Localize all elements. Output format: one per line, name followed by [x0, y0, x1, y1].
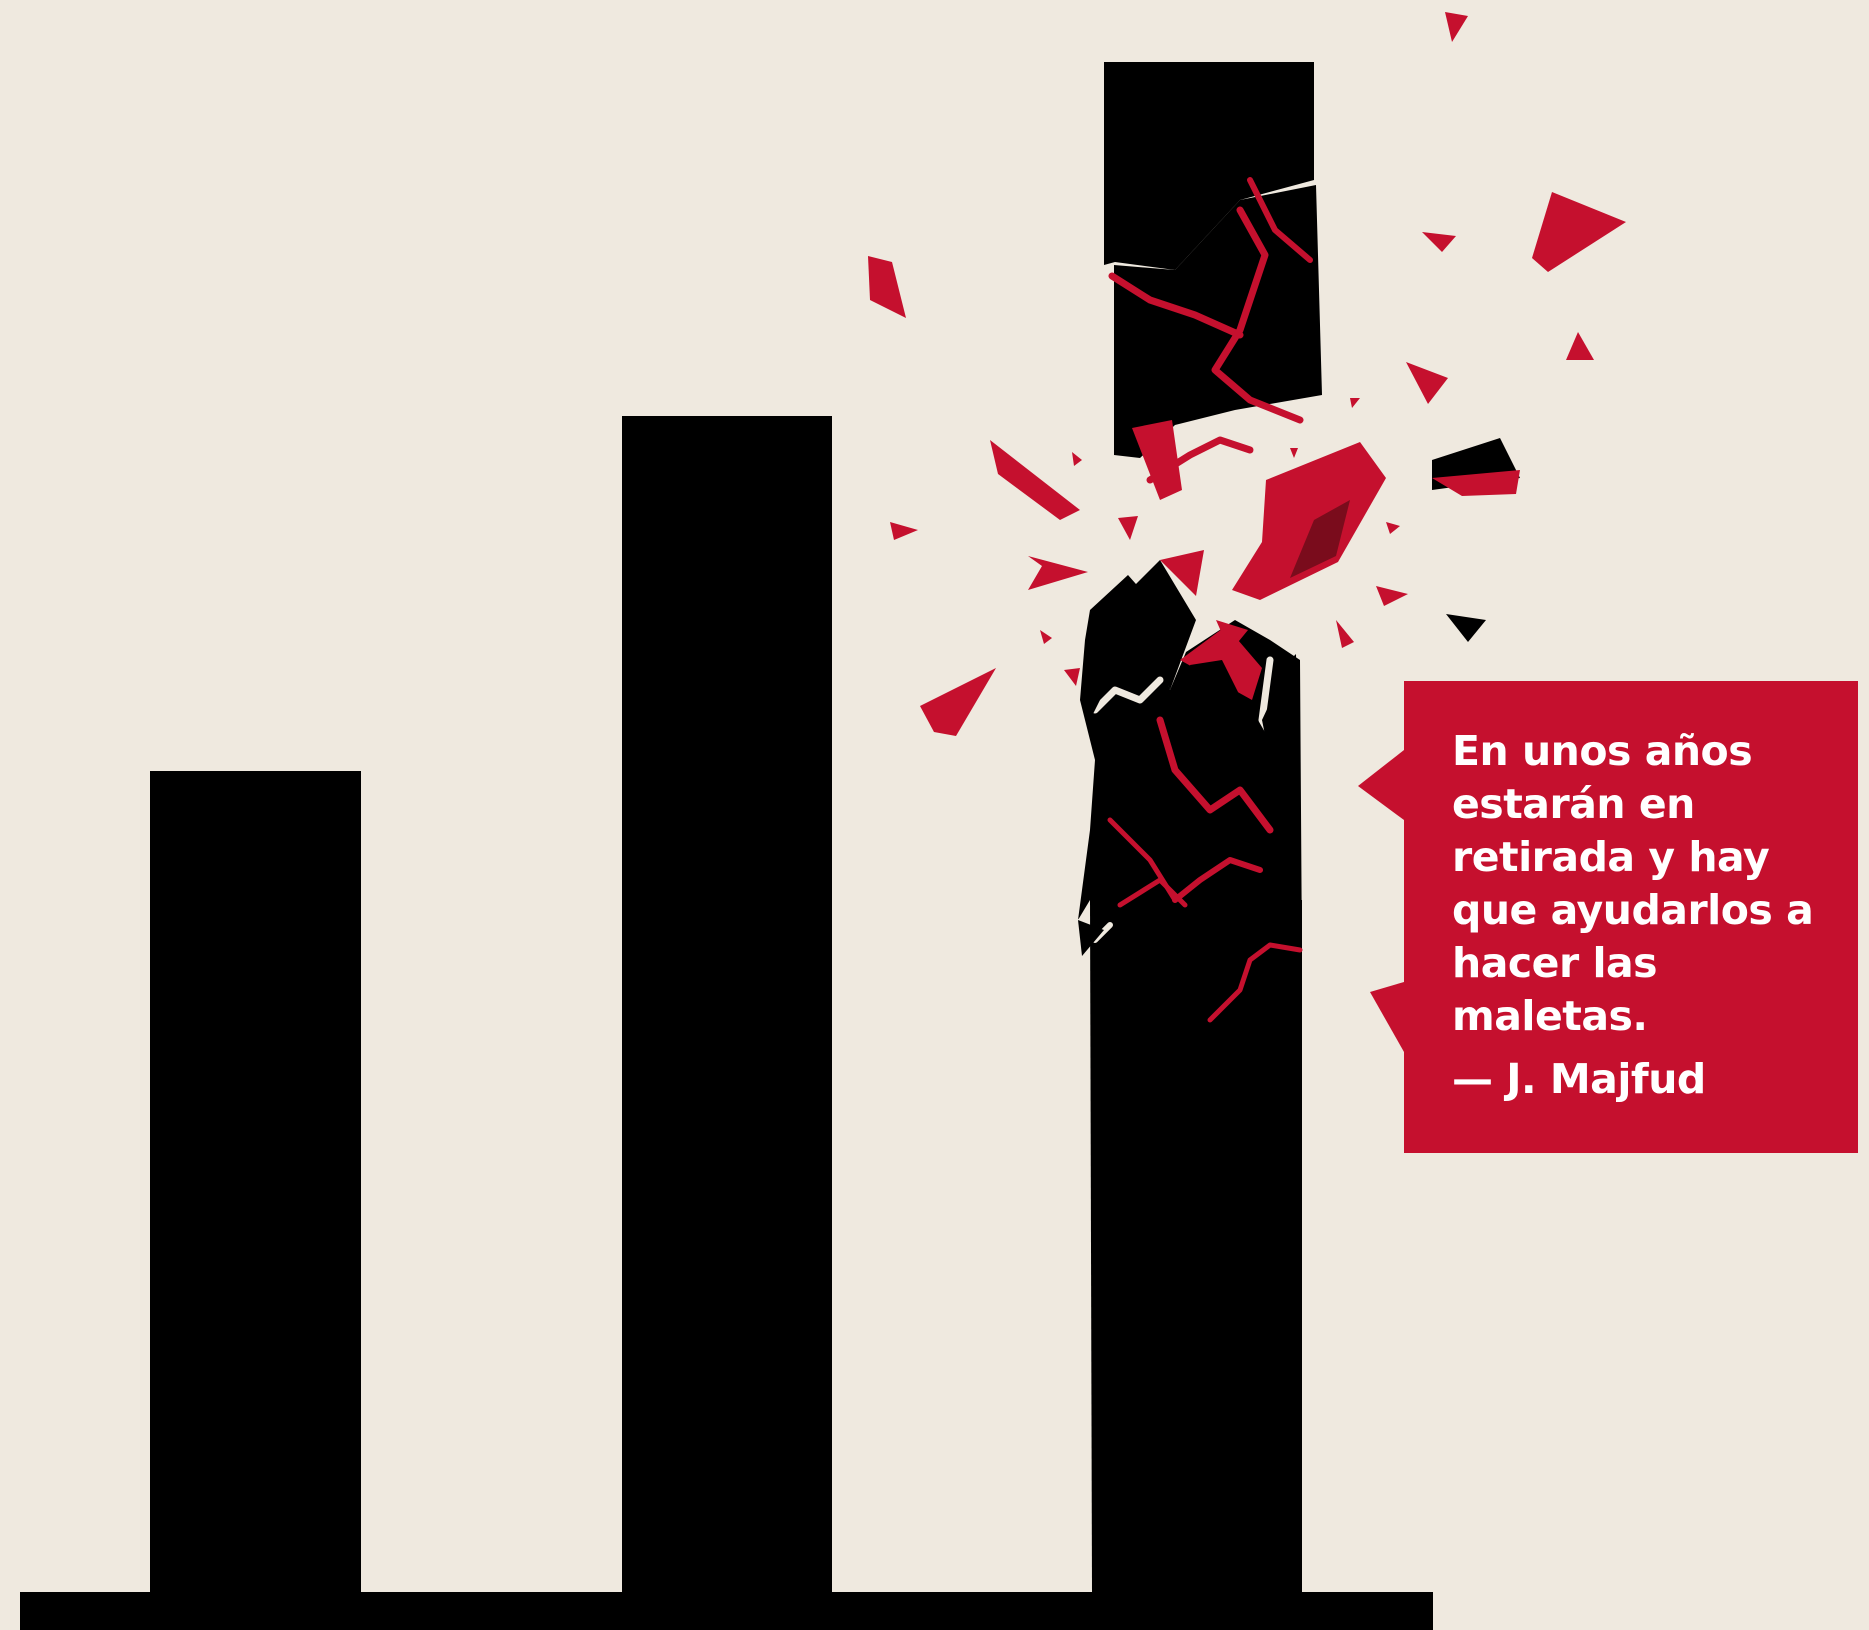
- bar-3-shattered: [1072, 62, 1322, 1594]
- quote-text: En unos años estarán en retirada y hay q…: [1452, 727, 1814, 1040]
- quote-author: — J. Majfud: [1452, 1055, 1706, 1103]
- bar-3-base: [1090, 900, 1302, 1594]
- bar-1: [150, 771, 361, 1594]
- flying-shards: [868, 12, 1626, 1052]
- baseline: [20, 1592, 1433, 1630]
- quote-callout: En unos años estarán en retirada y hay q…: [1404, 681, 1858, 1153]
- bar-3-top: [1104, 62, 1314, 270]
- bar-2: [622, 416, 832, 1594]
